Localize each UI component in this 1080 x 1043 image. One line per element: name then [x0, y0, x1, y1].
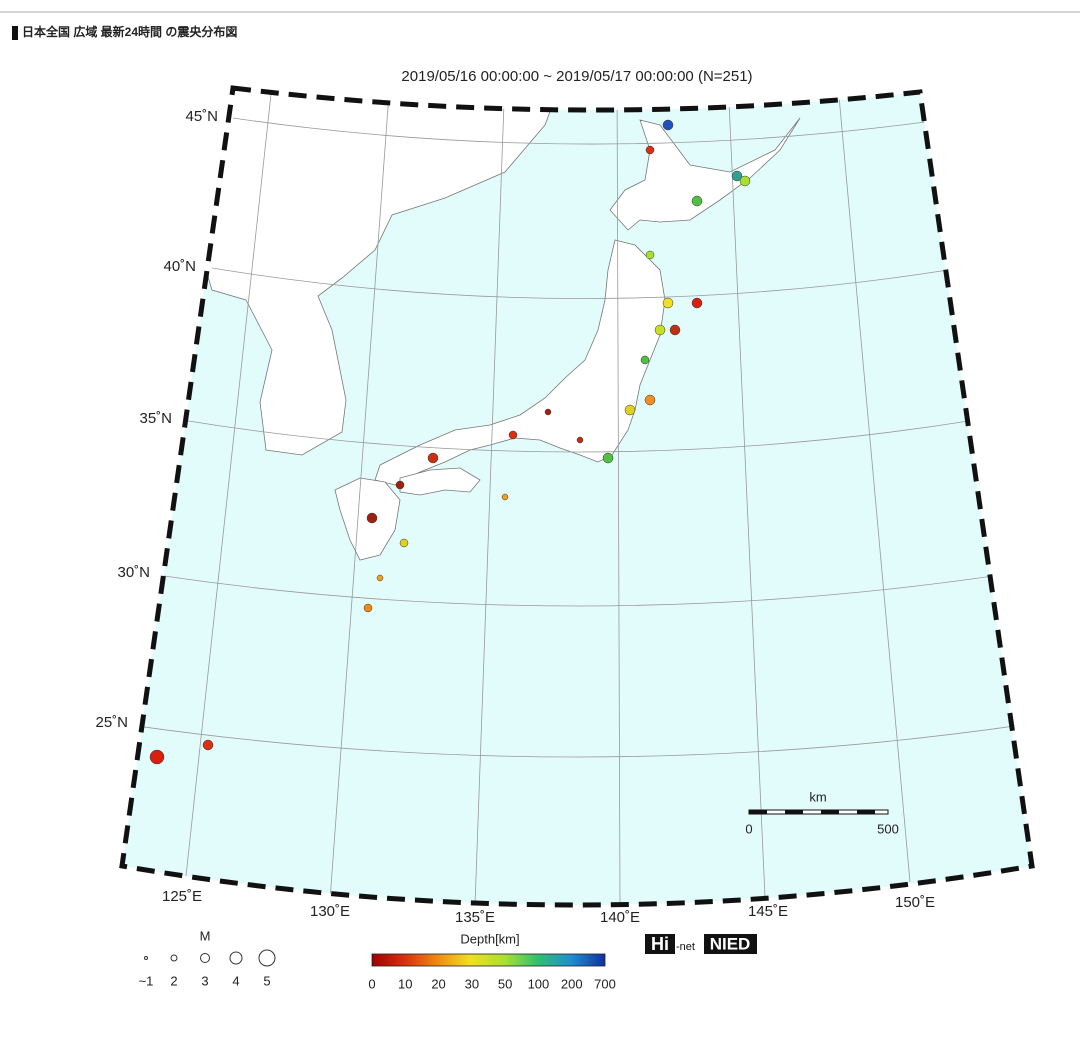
magnitude-symbol	[200, 953, 210, 963]
depth-label: 100	[528, 976, 550, 991]
logo-net: -net	[676, 941, 695, 953]
magnitude-label: 3	[201, 973, 208, 988]
magnitude-symbol	[229, 951, 243, 965]
depth-colorbar	[371, 953, 606, 967]
lat-label: 25˚N	[95, 714, 128, 731]
lat-label: 40˚N	[163, 258, 196, 275]
magnitude-label: 4	[232, 973, 239, 988]
lat-label: 30˚N	[117, 564, 150, 581]
lon-label: 150˚E	[895, 894, 935, 911]
scale-label: 0	[745, 821, 752, 836]
logo-nied: NIED	[710, 934, 751, 953]
map-title: 2019/05/16 00:00:00 ~ 2019/05/17 00:00:0…	[401, 68, 752, 85]
depth-label: 0	[368, 976, 375, 991]
lon-label: 130˚E	[310, 903, 350, 920]
depth-label: 30	[465, 976, 479, 991]
scale-label: 500	[877, 821, 899, 836]
depth-label: 20	[431, 976, 445, 991]
lon-label: 145˚E	[748, 903, 788, 920]
magnitude-label: ~1	[139, 973, 154, 988]
map-frame	[119, 85, 1035, 908]
logo-hi: Hi	[651, 934, 669, 954]
magnitude-title: M	[200, 928, 211, 943]
graticule	[129, 88, 1023, 905]
header-title: 日本全国 広域 最新24時間 の震央分布図	[22, 24, 237, 39]
depth-legend: Depth[km] 0 10 20 30 50 100 200 700	[368, 931, 615, 991]
lon-labels: 125˚E 130˚E 135˚E 140˚E 145˚E 150˚E	[162, 888, 935, 926]
lat-labels: 45˚N 40˚N 35˚N 30˚N 25˚N	[95, 108, 218, 731]
lon-label: 135˚E	[455, 909, 495, 926]
lon-label: 140˚E	[600, 909, 640, 926]
shikoku	[399, 467, 481, 496]
magnitude-symbol	[170, 954, 178, 962]
scale-bar: km 0 500	[745, 789, 898, 836]
lon-label: 125˚E	[162, 888, 202, 905]
mainland	[199, 88, 561, 456]
magnitude-symbol	[258, 949, 276, 967]
hokkaido	[609, 117, 801, 231]
logo: Hi -net NIED	[645, 934, 757, 954]
depth-labels: 0 10 20 30 50 100 200 700	[368, 976, 615, 991]
depth-label: 50	[498, 976, 512, 991]
logo-hi-box	[645, 934, 675, 954]
scale-unit: km	[809, 789, 826, 804]
header-marker	[12, 26, 18, 40]
map-body	[122, 88, 1032, 905]
depth-title: Depth[km]	[460, 931, 519, 946]
depth-label: 700	[594, 976, 616, 991]
magnitude-label: 2	[170, 973, 177, 988]
magnitude-label: 5	[263, 973, 270, 988]
lat-label: 35˚N	[139, 410, 172, 427]
scale-bar-segments	[749, 810, 875, 814]
depth-label: 10	[398, 976, 412, 991]
logo-nied-box	[704, 934, 757, 954]
magnitude-symbol	[144, 956, 148, 960]
magnitude-legend: M ~1 2 3 4 5	[139, 928, 276, 988]
lat-label: 45˚N	[185, 108, 218, 125]
depth-label: 200	[561, 976, 583, 991]
epicenters	[149, 119, 751, 765]
